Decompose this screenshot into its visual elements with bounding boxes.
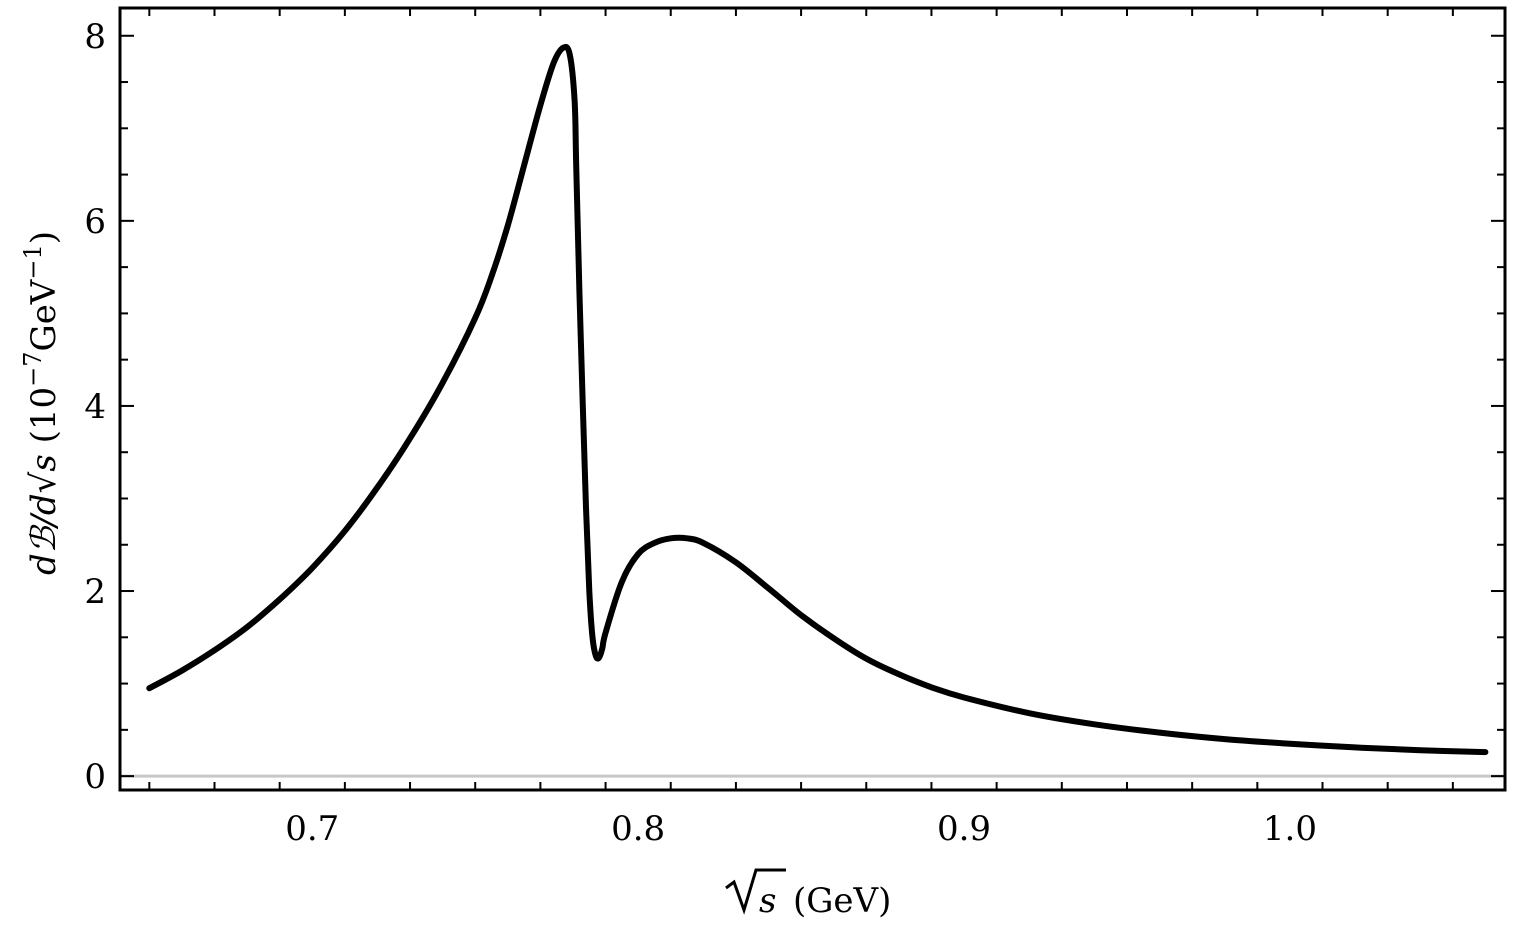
y-tick-label: 0	[84, 757, 106, 797]
x-axis-label-unit: (GeV)	[793, 881, 891, 921]
y-axis-label-numerator: dℬ/d	[24, 493, 64, 575]
y-axis-label-unit-mid: GeV	[24, 278, 64, 351]
y-tick-label: 2	[84, 572, 106, 612]
tick-labels: 0.7 0.8 0.9 1.0 0 2 4 6 8	[84, 17, 1317, 849]
svg-text:dℬ/d√s (10−7GeV−1): dℬ/d√s (10−7GeV−1)	[19, 231, 64, 575]
y-axis-label-unit-exp2: −1	[19, 244, 47, 279]
y-axis-label-var: s	[24, 454, 64, 471]
y-axis-label-unit-suffix: )	[24, 231, 64, 244]
y-tick-label: 6	[84, 202, 106, 242]
x-axis-label-var: s	[759, 881, 776, 921]
y-axis-label-sqrt: √	[24, 471, 64, 493]
y-axis-label: dℬ/d√s (10−7GeV−1)	[19, 231, 64, 575]
sqrt-symbol-x	[725, 868, 786, 915]
x-tick-label: 0.7	[285, 809, 339, 849]
y-tick-label: 4	[84, 387, 106, 427]
x-tick-label: 0.9	[937, 809, 991, 849]
y-axis-label-unit-prefix: (10	[24, 387, 64, 444]
x-tick-label: 1.0	[1263, 809, 1317, 849]
x-axis-label: s (GeV)	[725, 868, 891, 921]
y-tick-label: 8	[84, 17, 106, 57]
plot-frame	[118, 6, 1507, 792]
series-line	[146, 43, 1489, 756]
x-tick-label: 0.8	[611, 809, 665, 849]
y-axis-label-unit-exp: −7	[19, 351, 47, 386]
